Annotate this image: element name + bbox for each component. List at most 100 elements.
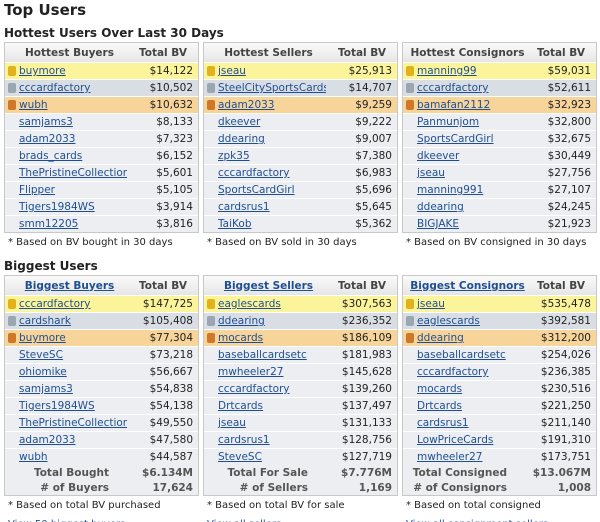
user-row: SportsCardGirl $32,675 xyxy=(403,130,596,147)
column-header[interactable]: Biggest Sellers xyxy=(223,279,314,292)
user-link[interactable]: Drtcards xyxy=(417,400,462,412)
user-cell: jseau xyxy=(403,167,525,179)
user-link[interactable]: wubh xyxy=(19,99,48,111)
user-link[interactable]: Tigers1984WS xyxy=(19,400,95,412)
user-link[interactable]: samjams3 xyxy=(19,116,73,128)
bv-cell: $535,478 xyxy=(540,298,591,310)
user-link[interactable]: dkeever xyxy=(417,150,460,162)
user-link[interactable]: Tigers1984WS xyxy=(19,201,95,213)
user-link[interactable]: mwheeler27 xyxy=(417,451,483,463)
bv-cell: $173,751 xyxy=(540,451,591,463)
user-link[interactable]: cccardfactory xyxy=(19,82,91,94)
user-link[interactable]: cccardfactory xyxy=(417,366,489,378)
user-cell: brads_cards xyxy=(5,150,127,162)
view-link[interactable]: View all consignment sellers xyxy=(406,519,548,522)
medal-icon xyxy=(207,83,215,93)
bv-cell: $7,323 xyxy=(156,133,193,145)
user-link[interactable]: cardsrus1 xyxy=(218,201,270,213)
user-row: SportsCardGirl $5,696 xyxy=(204,181,397,198)
user-link[interactable]: cccardfactory xyxy=(218,167,290,179)
user-cell: ddearing xyxy=(403,201,525,213)
user-link[interactable]: buymore xyxy=(19,332,66,344)
user-link[interactable]: smm12205 xyxy=(19,218,79,230)
view-link[interactable]: View all sellers xyxy=(207,519,281,522)
user-link[interactable]: cardsrus1 xyxy=(417,417,469,429)
user-link[interactable]: brads_cards xyxy=(19,150,83,162)
user-link[interactable]: jseau xyxy=(417,298,445,310)
user-link[interactable]: SportsCardGirl xyxy=(417,133,494,145)
total-value: 1,169 xyxy=(358,481,392,494)
user-link[interactable]: SteelCitySportsCards1 xyxy=(218,82,326,94)
user-link[interactable]: ohiomike xyxy=(19,366,67,378)
user-link[interactable]: dkeever xyxy=(218,116,261,128)
user-link[interactable]: adam2033 xyxy=(19,133,76,145)
bv-cell: $27,107 xyxy=(547,184,591,196)
user-link[interactable]: eaglescards xyxy=(417,315,480,327)
header-row: Biggest Consignors Total BV xyxy=(403,276,596,295)
user-link[interactable]: ThePristineCollection xyxy=(19,417,127,429)
user-link[interactable]: mwheeler27 xyxy=(218,366,284,378)
view-link[interactable]: View 50 biggest buyers xyxy=(8,519,125,522)
user-link[interactable]: ddearing xyxy=(218,315,265,327)
user-link[interactable]: baseballcardsetc xyxy=(218,349,307,361)
column-header[interactable]: Biggest Consignors xyxy=(410,279,525,292)
user-link[interactable]: mocards xyxy=(417,383,463,395)
user-link[interactable]: cccardfactory xyxy=(19,298,91,310)
user-row: eaglescards $392,581 xyxy=(403,312,596,329)
user-row: Flipper $5,105 xyxy=(5,181,198,198)
user-link[interactable]: mocards xyxy=(218,332,264,344)
user-row: buymore $77,304 xyxy=(5,329,198,346)
user-link[interactable]: TaiKob xyxy=(218,218,252,230)
user-link[interactable]: eaglescards xyxy=(218,298,281,310)
user-link[interactable]: LowPriceCards xyxy=(417,434,494,446)
header-row: Hottest Buyers Total BV xyxy=(5,43,198,62)
user-link[interactable]: BIGJAKE xyxy=(417,218,460,230)
user-row: Drtcards $221,250 xyxy=(403,397,596,414)
user-link[interactable]: adam2033 xyxy=(19,434,76,446)
user-link[interactable]: SteveSC xyxy=(218,451,262,463)
user-row: mwheeler27 $173,751 xyxy=(403,448,596,465)
user-row: Tigers1984WS $3,914 xyxy=(5,198,198,215)
user-link[interactable]: wubh xyxy=(19,451,48,463)
user-link[interactable]: ThePristineCollection xyxy=(19,167,127,179)
user-link[interactable]: Drtcards xyxy=(218,400,263,412)
user-cell: BIGJAKE xyxy=(403,218,525,230)
column-header[interactable]: Biggest Buyers xyxy=(24,279,115,292)
user-link[interactable]: cccardfactory xyxy=(218,383,290,395)
user-link[interactable]: SteveSC xyxy=(19,349,63,361)
bv-cell: $221,250 xyxy=(540,400,591,412)
user-link[interactable]: cccardfactory xyxy=(417,82,489,94)
user-link[interactable]: zpk35 xyxy=(218,150,250,162)
user-row: SteveSC $127,719 xyxy=(204,448,397,465)
footnote: * Based on total BV purchased xyxy=(8,500,161,511)
user-link[interactable]: cardshark xyxy=(19,315,71,327)
bv-cell: $52,611 xyxy=(547,82,591,94)
user-link[interactable]: ddearing xyxy=(417,201,464,213)
user-link[interactable]: samjams3 xyxy=(19,383,73,395)
user-row: cccardfactory $52,611 xyxy=(403,79,596,96)
user-cell: SportsCardGirl xyxy=(204,184,326,196)
user-link[interactable]: adam2033 xyxy=(218,99,275,111)
user-link[interactable]: cardsrus1 xyxy=(218,434,270,446)
user-link[interactable]: buymore xyxy=(19,65,66,77)
user-row: Panmunjom $32,800 xyxy=(403,113,596,130)
user-row: jseau $27,756 xyxy=(403,164,596,181)
user-link[interactable]: jseau xyxy=(218,417,246,429)
medal-icon xyxy=(8,83,16,93)
user-link[interactable]: Panmunjom xyxy=(417,116,480,128)
user-link[interactable]: jseau xyxy=(417,167,445,179)
bv-cell: $47,580 xyxy=(149,434,193,446)
user-link[interactable]: baseballcardsetc xyxy=(417,349,506,361)
user-link[interactable]: ddearing xyxy=(417,332,464,344)
bv-cell: $9,007 xyxy=(355,133,392,145)
user-link[interactable]: SportsCardGirl xyxy=(218,184,295,196)
user-link[interactable]: ddearing xyxy=(218,133,265,145)
bv-cell: $392,581 xyxy=(540,315,591,327)
user-link[interactable]: bamafan2112 xyxy=(417,99,491,111)
user-row: cccardfactory $236,385 xyxy=(403,363,596,380)
user-link[interactable]: manning99 xyxy=(417,65,477,77)
user-link[interactable]: manning991 xyxy=(417,184,484,196)
user-link[interactable]: jseau xyxy=(218,65,246,77)
user-link[interactable]: Flipper xyxy=(19,184,55,196)
user-cell: ThePristineCollection xyxy=(5,167,127,179)
